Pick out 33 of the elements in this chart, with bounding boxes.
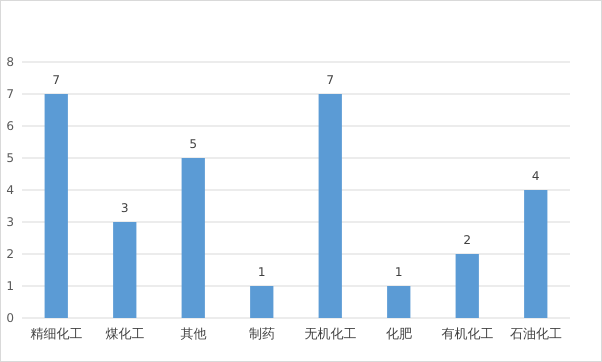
y-tick-label: 0: [6, 311, 14, 325]
x-tick-label: 制药: [248, 327, 275, 342]
y-tick-label: 2: [6, 247, 14, 261]
bar: [387, 286, 410, 318]
bar: [250, 286, 274, 318]
bar: [524, 190, 548, 318]
bar: [113, 222, 136, 318]
bar: [182, 158, 205, 318]
x-tick-label: 无机化工: [304, 327, 356, 342]
y-tick-label: 1: [6, 279, 14, 293]
x-tick-label: 有机化工: [441, 327, 494, 342]
x-tick-label: 精细化工: [30, 327, 82, 342]
data-label: 7: [52, 73, 60, 87]
data-label: 5: [189, 137, 198, 151]
x-tick-label: 化肥: [386, 327, 412, 342]
data-label: 1: [394, 265, 403, 279]
y-tick-label: 8: [6, 55, 14, 69]
bar: [456, 254, 479, 318]
y-tick-label: 4: [6, 183, 14, 197]
y-tick-label: 5: [6, 151, 14, 165]
y-tick-label: 7: [6, 87, 14, 101]
bar: [318, 94, 342, 318]
data-label: 3: [120, 201, 129, 215]
data-label: 4: [532, 169, 540, 183]
data-label: 1: [258, 265, 266, 279]
x-tick-label: 煤化工: [105, 327, 144, 342]
data-label: 2: [463, 233, 472, 247]
y-tick-label: 3: [6, 215, 14, 229]
x-tick-label: 石油化工: [510, 327, 562, 342]
y-tick-label: 6: [6, 119, 14, 133]
data-label: 7: [326, 73, 334, 87]
x-tick-label: 其他: [180, 327, 206, 342]
bar: [44, 94, 68, 318]
